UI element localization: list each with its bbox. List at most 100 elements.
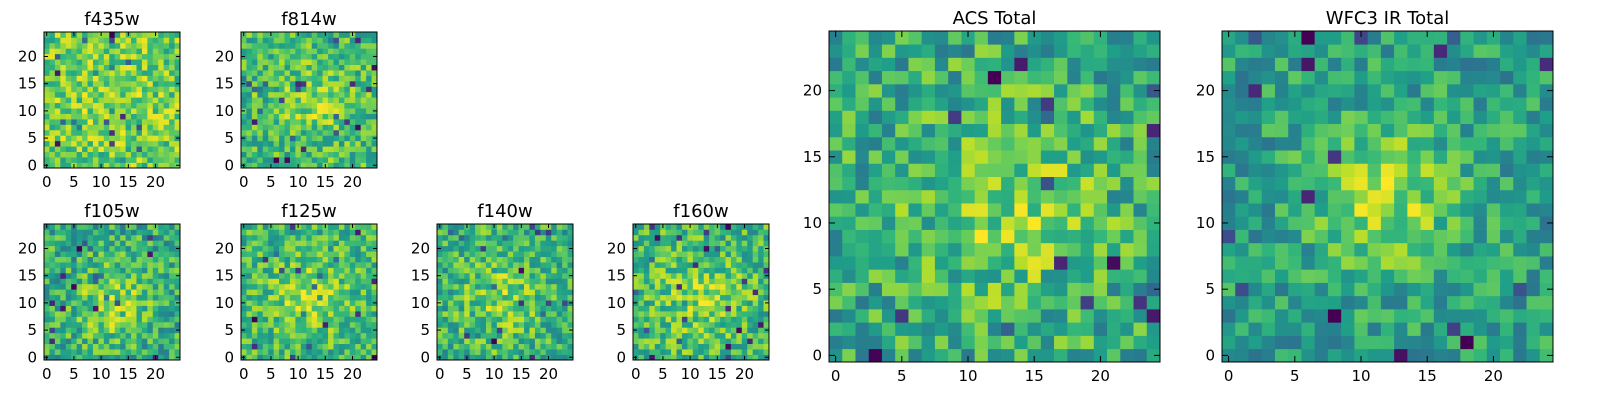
heatmap-cell: [1380, 229, 1395, 244]
heatmap-cell: [289, 294, 296, 301]
heatmap-cell: [698, 289, 705, 296]
heatmap-cell: [311, 91, 318, 98]
heatmap-cell: [654, 338, 661, 345]
heatmap-cell: [114, 108, 121, 114]
heatmap-cell: [152, 311, 159, 317]
heatmap-cell: [295, 338, 302, 345]
heatmap-cell: [638, 305, 645, 312]
heatmap-cell: [289, 53, 296, 60]
heatmap-cell: [371, 129, 378, 136]
heatmap-cell: [881, 31, 896, 45]
heatmap-cell: [114, 343, 121, 350]
heatmap-cell: [562, 278, 568, 285]
heatmap-cell: [49, 37, 56, 44]
heatmap-cell: [447, 229, 454, 236]
heatmap-cell: [338, 124, 345, 131]
heatmap-cell: [908, 44, 923, 58]
heatmap-cell: [163, 97, 170, 104]
heatmap-cell: [987, 83, 1002, 98]
heatmap-cell: [295, 108, 302, 114]
heatmap-cell: [720, 224, 726, 230]
heatmap-cell: [125, 53, 132, 60]
heatmap-cell: [1080, 229, 1095, 244]
heatmap-cell: [736, 354, 743, 361]
heatmap-cell: [529, 272, 536, 279]
heatmap-cell: [458, 338, 465, 345]
heatmap-cell: [241, 113, 247, 120]
heatmap-cell: [1014, 229, 1028, 244]
heatmap-cell: [311, 108, 318, 114]
heatmap-cell: [54, 343, 61, 350]
heatmap-cell: [1080, 70, 1095, 85]
heatmap-cell: [333, 162, 340, 169]
heatmap-cell: [268, 332, 274, 339]
heatmap-cell: [1120, 256, 1134, 270]
heatmap-cell: [114, 102, 121, 109]
heatmap-cell: [44, 91, 50, 98]
heatmap-cell: [355, 327, 362, 334]
heatmap-cell: [1146, 57, 1161, 72]
heatmap-cell: [174, 48, 181, 55]
heatmap-cell: [158, 70, 165, 76]
heatmap-cell: [54, 311, 61, 317]
heatmap-cell: [125, 80, 132, 87]
heatmap-cell: [279, 113, 285, 120]
heatmap-cell: [1539, 216, 1554, 230]
heatmap-cell: [344, 146, 351, 153]
heatmap-cell: [725, 294, 732, 301]
heatmap-cell: [480, 229, 487, 236]
heatmap-cell: [366, 157, 372, 163]
heatmap-cell: [163, 349, 170, 355]
heatmap-cell: [71, 256, 77, 263]
heatmap-cell: [1027, 229, 1042, 244]
heatmap-cell: [961, 83, 975, 98]
heatmap-cell: [868, 322, 883, 336]
axes-frame: [632, 223, 770, 361]
heatmap-cell: [1080, 335, 1095, 350]
heatmap-cell: [1341, 229, 1355, 244]
heatmap-cell: [747, 354, 754, 361]
heatmap-cell: [1014, 176, 1028, 191]
heatmap-cell: [295, 42, 302, 49]
heatmap-cell: [496, 311, 503, 317]
heatmap-cell: [268, 278, 274, 285]
heatmap-cell: [895, 309, 909, 323]
heatmap-cell: [371, 75, 378, 82]
heatmap-cell: [534, 305, 541, 312]
heatmap-cell: [268, 262, 274, 268]
heatmap-cell: [551, 245, 558, 252]
heatmap-cell: [868, 335, 883, 350]
heatmap-cell: [1107, 348, 1121, 363]
heatmap-cell: [300, 108, 307, 114]
heatmap-cell: [545, 251, 552, 257]
heatmap-cell: [125, 311, 132, 317]
heatmap-cell: [1420, 242, 1435, 257]
heatmap-cell: [453, 262, 460, 268]
heatmap-cell: [747, 332, 754, 339]
heatmap-cell: [540, 262, 547, 268]
heatmap-cell: [1080, 242, 1095, 257]
heatmap-cell: [1500, 322, 1514, 336]
heatmap-cell: [518, 316, 525, 323]
heatmap-cell: [284, 113, 291, 120]
heatmap-cell: [709, 245, 715, 252]
heatmap-cell: [114, 332, 121, 339]
heatmap-cell: [665, 229, 672, 236]
heatmap-cell: [246, 75, 253, 82]
heatmap-cell: [649, 224, 656, 230]
x-tick-label: 15: [316, 365, 335, 383]
heatmap-cell: [262, 327, 269, 334]
heatmap-cell: [71, 102, 77, 109]
heatmap-cell: [98, 229, 105, 236]
heatmap-cell: [306, 119, 313, 125]
heatmap-cell: [333, 251, 340, 257]
x-tick-label: 15: [1025, 367, 1044, 385]
heatmap-cell: [262, 267, 269, 274]
heatmap-cell: [257, 256, 264, 263]
heatmap-cell: [262, 97, 269, 104]
heatmap-cell: [311, 32, 318, 38]
heatmap-cell: [289, 267, 296, 274]
heatmap-cell: [736, 311, 743, 317]
heatmap-cell: [758, 224, 764, 230]
heatmap-cell: [251, 327, 258, 334]
